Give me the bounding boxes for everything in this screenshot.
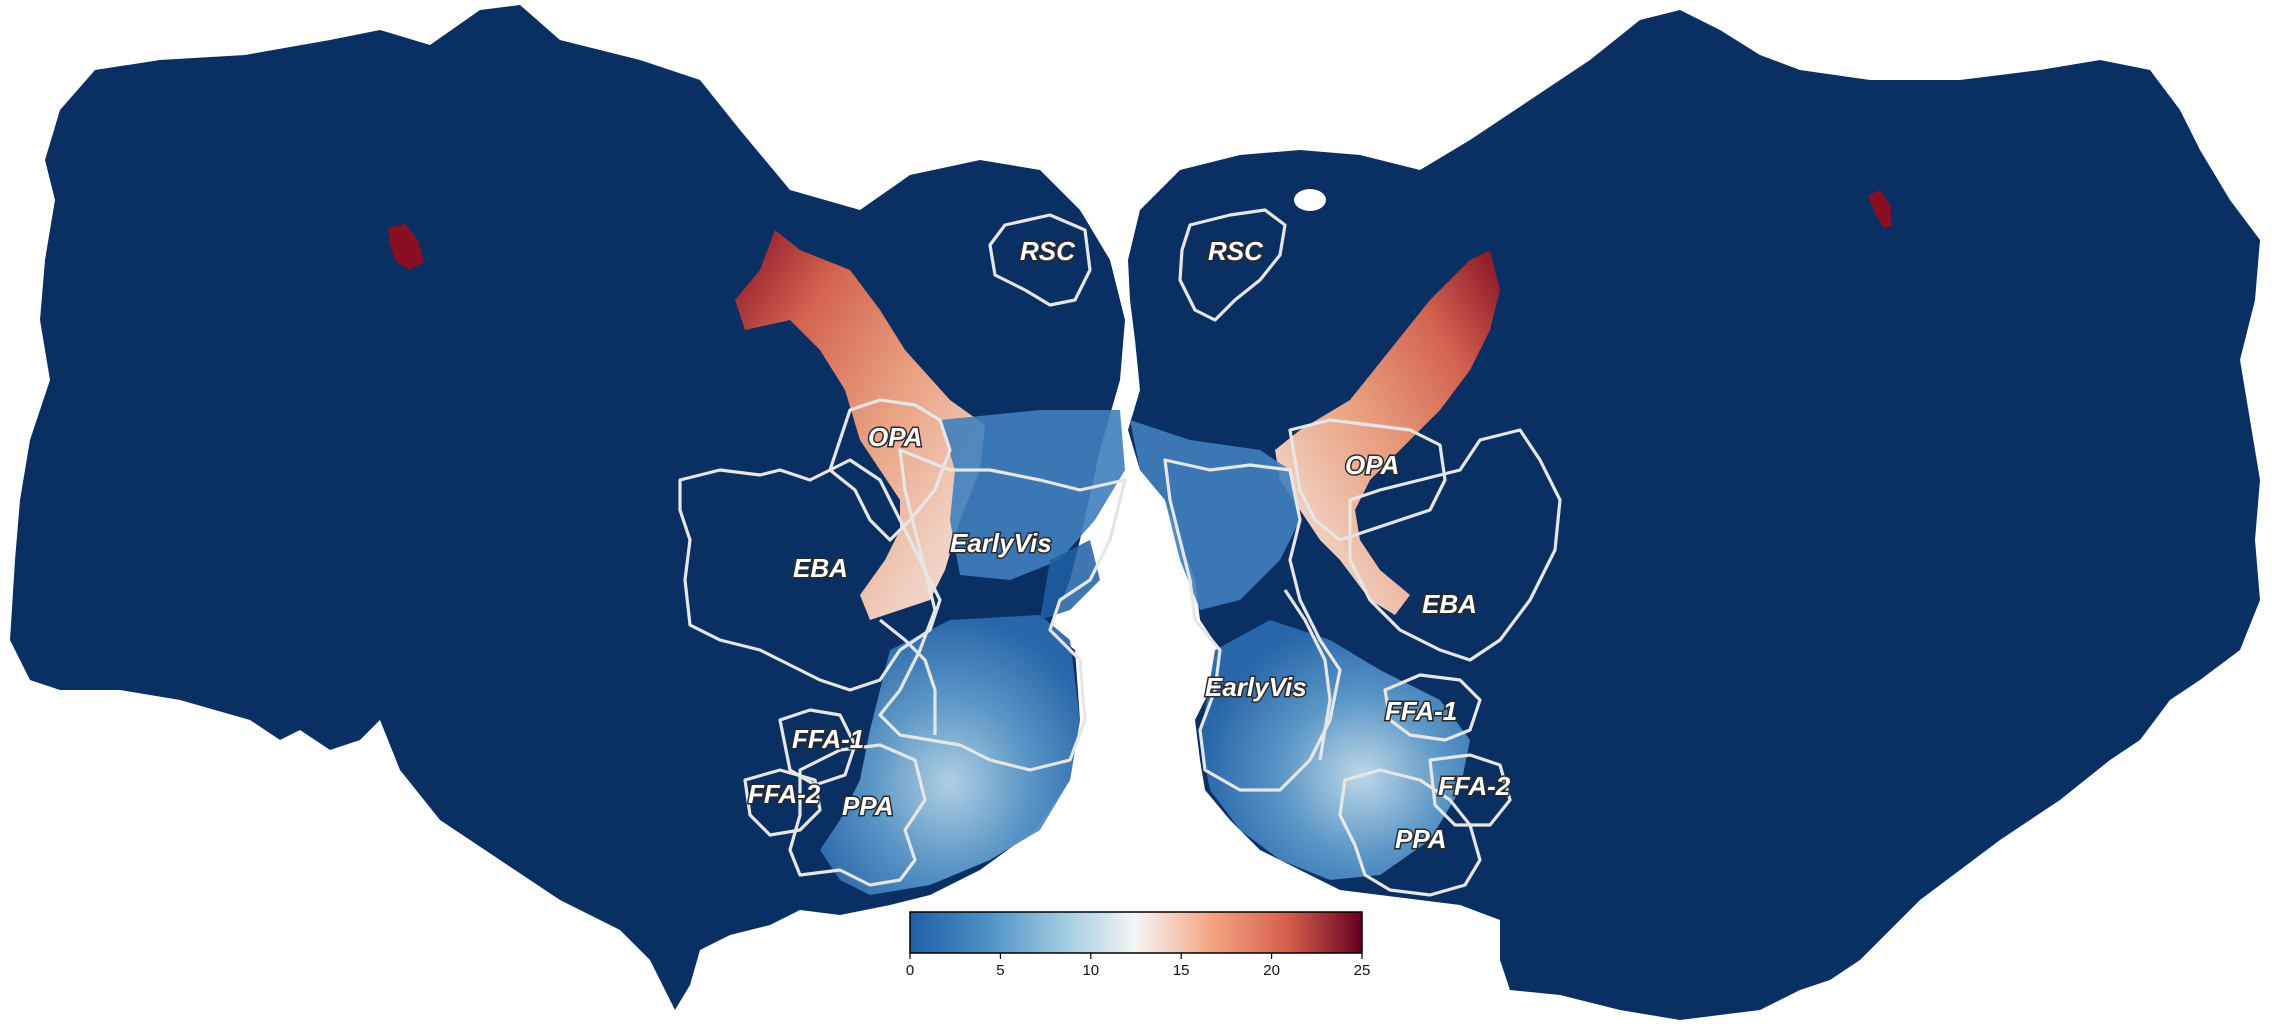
right-roi-label-ffa1: FFA-1	[1385, 696, 1457, 726]
colorbar-ticks: 0 5 10 15 20 25	[906, 953, 1371, 979]
right-surface-hole	[1294, 189, 1326, 211]
right-roi-opa-outline	[1288, 418, 1447, 542]
left-hotspot	[388, 224, 424, 270]
right-bluepatch-lower	[1200, 620, 1470, 880]
right-roi-label-eba: EBA	[1422, 589, 1477, 619]
right-roi-label-earlyvis: EarlyVis	[1205, 672, 1307, 702]
right-roi-ffa2-outline	[1428, 753, 1512, 827]
left-bluepatch-lower	[820, 615, 1080, 895]
colorbar-tick-label: 0	[906, 962, 914, 979]
left-roi-eba-outline	[678, 458, 942, 692]
colorbar-tick-label: 20	[1263, 962, 1280, 979]
left-activation-strip	[735, 230, 985, 620]
left-roi-label-rsc: RSC	[1020, 236, 1076, 266]
left-bluepatch-mid	[1040, 540, 1100, 620]
colorbar-tick-label: 15	[1173, 962, 1190, 979]
right-roi-label-ppa: PPA	[1395, 824, 1447, 854]
right-hotspot	[1868, 190, 1892, 228]
right-roi-eba-outline	[1348, 428, 1562, 662]
right-roi-vertical-line	[1283, 589, 1332, 761]
left-roi-ppa-outline	[788, 743, 927, 887]
left-bluepatch-upper	[940, 410, 1125, 580]
left-roi-label-eba: EBA	[793, 553, 848, 583]
left-roi-earlyvis-outline	[878, 448, 1127, 772]
left-roi-vertical-line	[879, 618, 937, 735]
right-roi-label-rsc: RSC	[1208, 236, 1264, 266]
right-activation-strip	[1275, 250, 1500, 615]
left-roi-label-ppa: PPA	[842, 791, 894, 821]
left-roi-ffa2-outline	[743, 768, 822, 837]
right-hemisphere: RSC OPA EarlyVis EBA FFA-1 FFA-2 PPA	[1128, 10, 2260, 1020]
left-roi-rsc-outline	[988, 213, 1092, 307]
right-roi-ppa-outline	[1338, 768, 1482, 897]
colorbar-tick-label: 25	[1354, 962, 1371, 979]
left-roi-label-ffa1: FFA-1	[792, 724, 864, 754]
colorbar-tick-label: 10	[1082, 962, 1099, 979]
left-roi-label-earlyvis: EarlyVis	[950, 528, 1052, 558]
colorbar: 0 5 10 15 20 25	[906, 911, 1371, 979]
left-roi-label-ffa2: FFA-2	[748, 779, 821, 809]
left-roi-label-opa: OPA	[868, 422, 922, 452]
right-roi-earlyvis-outline	[1163, 458, 1342, 792]
colorbar-gradient	[909, 911, 1363, 954]
right-roi-label-opa: OPA	[1345, 450, 1399, 480]
right-roi-rsc-outline	[1178, 208, 1287, 322]
right-roi-label-ffa2: FFA-2	[1438, 771, 1511, 801]
left-cortical-surface	[10, 5, 1125, 1010]
left-hemisphere: RSC OPA EarlyVis EBA FFA-1 FFA-2 PPA	[10, 5, 1127, 1010]
right-roi-ffa1-outline	[1383, 673, 1482, 742]
colorbar-tick-label: 5	[996, 962, 1004, 979]
